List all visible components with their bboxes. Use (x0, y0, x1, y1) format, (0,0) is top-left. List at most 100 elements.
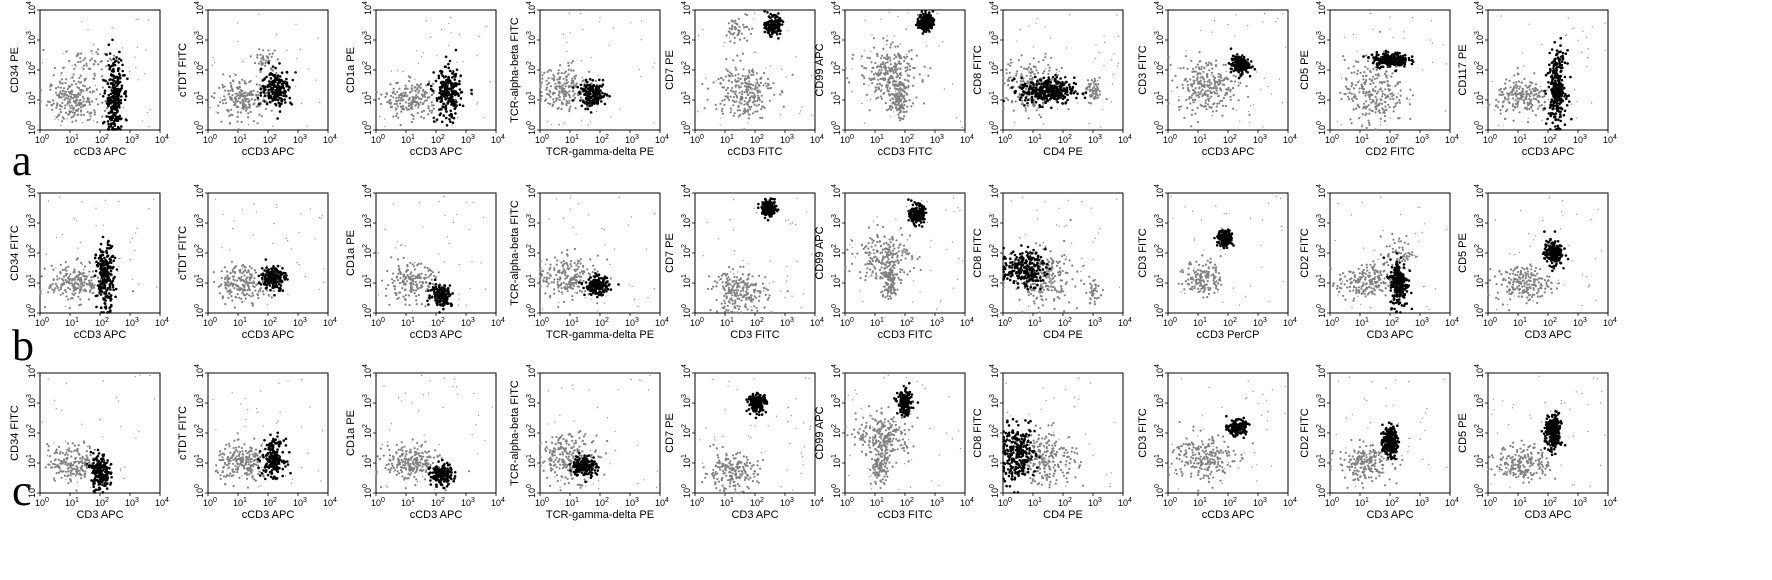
gated-event-point (453, 91, 457, 94)
background-event-point (1278, 78, 1280, 80)
background-event-point (912, 66, 915, 69)
background-event-point (1020, 73, 1023, 76)
background-event-point (1019, 29, 1022, 31)
gated-event-point (447, 91, 451, 94)
gated-event-point (111, 99, 115, 103)
background-event-point (1229, 95, 1232, 98)
background-event-point (1384, 105, 1387, 108)
background-event-point (404, 101, 407, 104)
background-event-point (900, 98, 903, 101)
background-event-point (1380, 121, 1382, 123)
background-event-point (404, 91, 407, 94)
x-tick-label: 103 (625, 134, 639, 145)
background-event-point (79, 102, 82, 105)
gated-event-point (112, 104, 115, 108)
background-event-point (753, 12, 756, 14)
background-event-point (1037, 60, 1040, 63)
background-event-point (89, 67, 92, 70)
background-event-point (725, 88, 728, 92)
gated-event-point (1035, 82, 1038, 86)
background-event-point (552, 98, 555, 101)
gated-event-point (256, 96, 260, 100)
background-event-point (1103, 64, 1105, 67)
background-event-point (395, 99, 398, 103)
background-event-point (421, 103, 424, 106)
background-event-point (1389, 117, 1391, 119)
gated-event-point (599, 97, 602, 100)
gated-event-point (930, 26, 934, 30)
background-event-point (1067, 108, 1070, 111)
background-event-point (547, 102, 550, 105)
background-event-point (408, 91, 411, 94)
gated-event-point (1061, 97, 1065, 101)
background-event-point (135, 67, 137, 69)
background-event-point (64, 104, 67, 107)
background-event-point (451, 124, 453, 127)
background-event-point (1355, 60, 1358, 63)
gated-event-point (584, 89, 587, 93)
background-event-point (1212, 103, 1215, 106)
background-event-point (51, 108, 54, 111)
gated-event-point (1380, 65, 1383, 69)
background-event-point (1117, 35, 1119, 38)
background-event-point (95, 98, 98, 101)
gated-event-point (445, 110, 448, 113)
background-event-point (233, 104, 236, 107)
background-event-point (779, 93, 782, 96)
gated-event-point (781, 20, 785, 24)
gated-event-point (120, 125, 123, 128)
gated-event-point (1395, 60, 1398, 63)
background-event-point (756, 97, 760, 100)
y-tick-label: 101 (1154, 91, 1165, 105)
background-event-point (91, 53, 93, 55)
background-event-point (450, 32, 452, 34)
background-event-point (61, 92, 64, 95)
background-event-point (52, 99, 55, 102)
gated-event-point (108, 65, 112, 69)
background-event-point (1372, 100, 1375, 103)
background-event-point (1347, 95, 1350, 98)
background-event-point (1174, 74, 1177, 77)
background-event-point (1374, 102, 1377, 105)
background-event-point (1373, 77, 1376, 80)
background-event-point (567, 73, 570, 76)
background-event-point (756, 81, 759, 85)
background-event-point (811, 114, 813, 116)
gated-event-point (108, 52, 112, 55)
gated-event-point (1039, 97, 1043, 100)
background-event-point (97, 63, 100, 66)
background-event-point (929, 67, 932, 70)
gated-event-point (117, 97, 120, 100)
background-event-point (734, 78, 736, 80)
background-event-point (424, 95, 427, 98)
background-event-point (228, 75, 231, 78)
background-event-point (731, 74, 734, 77)
background-event-point (1200, 90, 1203, 93)
background-event-point (234, 102, 237, 105)
background-event-point (384, 125, 386, 128)
y-tick-label: 104 (26, 1, 37, 15)
background-event-point (863, 49, 865, 52)
gated-event-point (579, 99, 582, 102)
gated-event-point (103, 89, 107, 92)
background-event-point (755, 51, 757, 53)
background-event-point (728, 75, 731, 78)
gated-event-point (1375, 50, 1379, 54)
gated-event-point (1410, 59, 1413, 62)
gated-event-point (264, 94, 267, 97)
background-event-point (93, 43, 95, 46)
background-event-point (1105, 98, 1108, 101)
background-event-point (597, 74, 599, 76)
background-event-point (746, 91, 749, 94)
background-event-point (893, 57, 896, 60)
y-tick-label: 101 (1316, 91, 1327, 105)
y-tick-label: 102 (831, 61, 842, 75)
gated-event-point (1383, 53, 1386, 57)
background-event-point (1364, 94, 1367, 97)
background-event-point (1014, 100, 1017, 103)
gated-event-point (441, 84, 444, 87)
gated-event-point (1023, 104, 1026, 107)
background-event-point (540, 94, 543, 97)
gated-event-point (445, 78, 448, 82)
background-event-point (1028, 71, 1031, 74)
